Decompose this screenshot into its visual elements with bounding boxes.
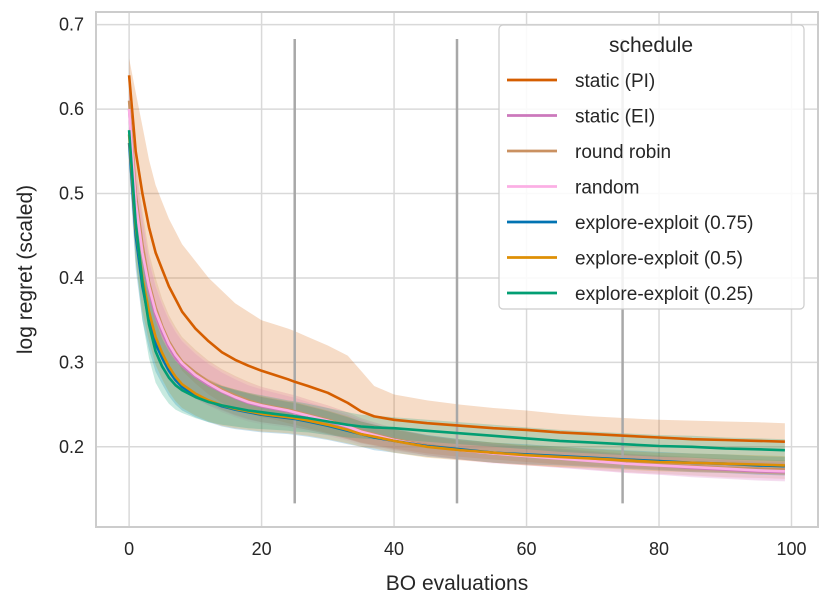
- y-tick-label: 0.7: [59, 15, 84, 35]
- legend-entry: static (PI): [575, 71, 655, 92]
- legend-entry: static (EI): [575, 107, 655, 128]
- legend-items: static (PI) static (EI) round robin random e…: [507, 71, 753, 305]
- legend: schedule static (PI) static (EI) round rob…: [498, 24, 805, 310]
- x-tick-label: 0: [124, 539, 134, 559]
- legend-entry: round robin: [575, 142, 671, 163]
- series-lines: [127, 75, 785, 474]
- series-line: [127, 109, 785, 473]
- y-tick-label: 0.2: [59, 437, 84, 457]
- plot-frame: [95, 11, 819, 528]
- x-tick-label: 80: [649, 539, 669, 559]
- y-tick-label: 0.3: [59, 352, 84, 372]
- x-tick-label: 60: [517, 539, 537, 559]
- x-tick-label: 20: [252, 539, 272, 559]
- x-axis-label: BO evaluations: [386, 572, 528, 595]
- legend-title: schedule: [609, 34, 693, 57]
- tick-labels: 0 20 40 60 80 100 0.2 0.3 0.4 0.5 0.6 0.7: [59, 15, 807, 559]
- series-line: [127, 75, 785, 443]
- legend-box: [498, 24, 805, 310]
- y-tick-label: 0.5: [59, 184, 84, 204]
- x-tick-label: 100: [776, 539, 806, 559]
- y-tick-label: 0.4: [59, 268, 84, 288]
- series-line: [127, 134, 785, 467]
- legend-entry: explore-exploit (0.5): [575, 249, 743, 270]
- confidence-bands: [129, 58, 785, 482]
- y-tick-label: 0.6: [59, 99, 84, 119]
- x-tick-label: 40: [384, 539, 404, 559]
- legend-entry: random: [575, 178, 639, 199]
- series-line: [127, 130, 785, 452]
- legend-entry: explore-exploit (0.25): [575, 284, 753, 305]
- confidence-band: [129, 58, 785, 475]
- y-axis-label: log regret (scaled): [14, 185, 37, 354]
- legend-entry: explore-exploit (0.75): [575, 213, 753, 234]
